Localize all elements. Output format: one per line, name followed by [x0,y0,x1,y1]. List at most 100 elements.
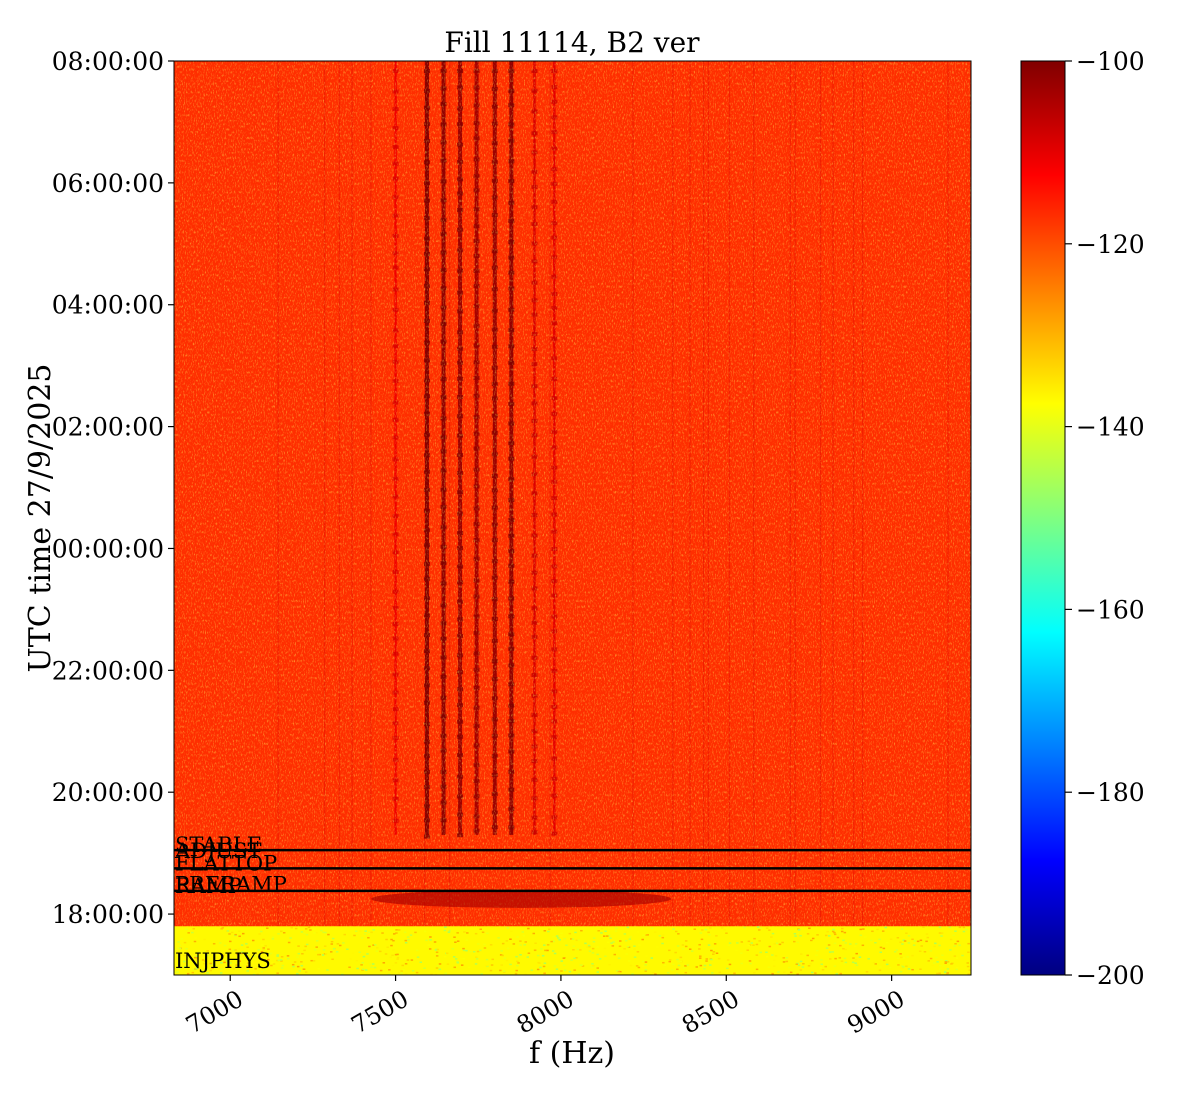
mode-label: STABLE [175,833,262,857]
noise-pixel [902,966,905,968]
noise-pixel [490,964,494,966]
noise-pixel [404,973,408,975]
x-axis: 7000 7500 8000 8500 9000 [181,975,909,1039]
noise-pixel [579,949,582,951]
noise-pixel [430,973,433,975]
noise-pixel [905,965,908,967]
noise-pixel [755,954,759,956]
noise-pixel [820,963,823,966]
noise-pixel [747,944,751,947]
noise-pixel [386,946,389,949]
noise-pixel [954,942,957,945]
noise-pixel [740,962,744,965]
noise-pixel [896,937,900,939]
noise-pixel [524,941,527,943]
noise-pixel [895,949,899,951]
noise-pixel [240,944,244,946]
noise-pixel [771,954,774,956]
noise-pixel [668,960,671,963]
noise-pixel [944,961,948,963]
noise-pixel [364,969,368,971]
noise-pixel [236,953,239,956]
noise-pixel [926,936,930,939]
noise-pixel [192,928,196,930]
noise-pixel [577,973,581,975]
noise-pixel [547,930,550,933]
noise-pixel [676,958,679,961]
noise-pixel [844,948,848,951]
noise-pixel [773,943,776,945]
noise-pixel [396,958,399,960]
noise-pixel [625,953,629,955]
noise-pixel [663,964,667,967]
noise-pixel [743,926,746,929]
noise-pixel [324,931,327,934]
noise-pixel [574,931,577,934]
noise-pixel [884,926,887,929]
noise-pixel [935,956,938,959]
noise-pixel [964,928,968,931]
noise-pixel [684,965,687,967]
noise-pixel [223,944,227,947]
colorbar-tick-label: −200 [1076,961,1145,990]
noise-pixel [950,963,953,965]
noise-pixel [650,927,654,930]
noise-pixel [840,960,844,962]
noise-pixel [519,954,522,956]
noise-pixel [191,971,195,974]
noise-pixel [793,940,796,943]
noise-pixel [530,969,534,971]
noise-pixel [238,957,241,960]
noise-pixel [690,950,694,952]
noise-pixel [341,973,344,975]
noise-pixel [927,960,930,962]
noise-pixel [402,968,405,971]
noise-pixel [773,959,776,962]
noise-pixel [628,938,632,940]
noise-pixel [782,971,786,974]
noise-pixel [265,952,269,955]
noise-pixel [710,949,713,952]
noise-pixel [276,972,279,974]
noise-pixel [596,967,600,969]
noise-pixel [913,940,917,942]
noise-pixel [406,959,410,961]
noise-pixel [907,942,911,944]
noise-pixel [221,954,225,957]
noise-pixel [590,966,594,968]
noise-pixel [756,926,760,928]
noise-pixel [305,943,309,946]
noise-pixel [361,969,364,971]
noise-pixel [304,928,308,930]
noise-pixel [490,926,494,928]
noise-pixel [282,932,286,934]
noise-pixel [967,951,970,954]
noise-pixel [197,951,200,954]
noise-pixel [411,970,415,972]
noise-pixel [552,935,555,938]
noise-pixel [389,956,393,958]
noise-pixel [796,942,799,945]
noise-pixel [666,972,670,974]
noise-pixel [267,958,270,961]
noise-pixel [309,929,312,931]
noise-pixel [672,928,675,930]
noise-pixel [770,936,773,938]
noise-pixel [882,959,886,962]
noise-pixel [229,940,232,943]
noise-pixel [858,956,862,958]
noise-pixel [539,966,542,969]
noise-pixel [809,963,812,965]
noise-pixel [618,940,622,942]
noise-pixel [768,945,772,948]
noise-pixel [356,967,359,970]
noise-pixel [765,951,768,954]
mode-label: FLATTOP [175,851,277,875]
noise-pixel [221,927,224,929]
x-axis-label: f (Hz) [529,1036,615,1071]
noise-pixel [966,962,969,964]
noise-pixel [772,965,776,967]
noise-pixel [712,951,716,953]
noise-pixel [929,957,933,960]
noise-pixel [254,968,257,970]
